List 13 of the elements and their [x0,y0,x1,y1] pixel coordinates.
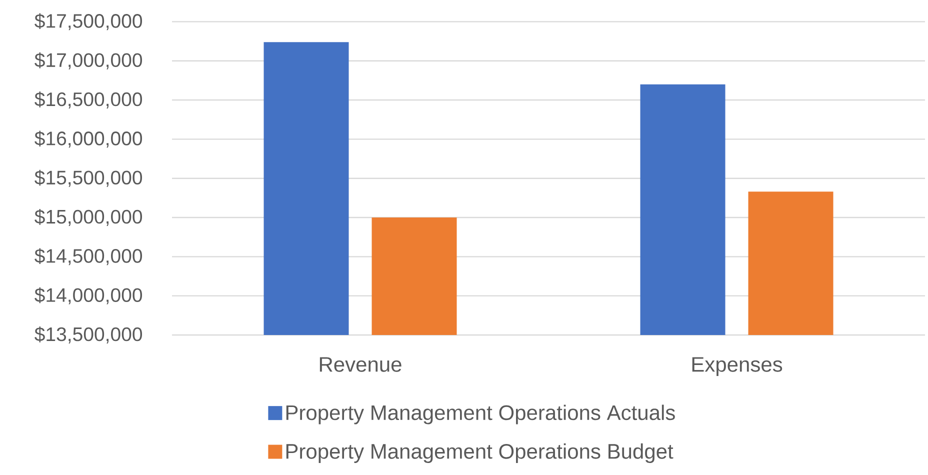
y-tick-label: $14,000,000 [34,287,142,304]
y-tick-label: $17,000,000 [34,52,142,70]
legend-label: Property Management Operations Budget [286,443,674,463]
x-tick-label: Expenses [692,357,782,376]
y-tick-label: $15,000,000 [34,209,142,226]
y-tick-label: $17,500,000 [34,13,142,30]
x-tick-label: Revenue [320,357,402,372]
legend-label: Property Management Operations Actuals [286,404,675,424]
y-tick-label: $14,500,000 [34,248,142,266]
y-tick-label: $15,500,000 [34,170,142,187]
y-tick-label: $16,000,000 [34,130,142,148]
y-tick-label: $13,500,000 [34,326,142,344]
y-tick-label: $16,500,000 [34,92,142,108]
